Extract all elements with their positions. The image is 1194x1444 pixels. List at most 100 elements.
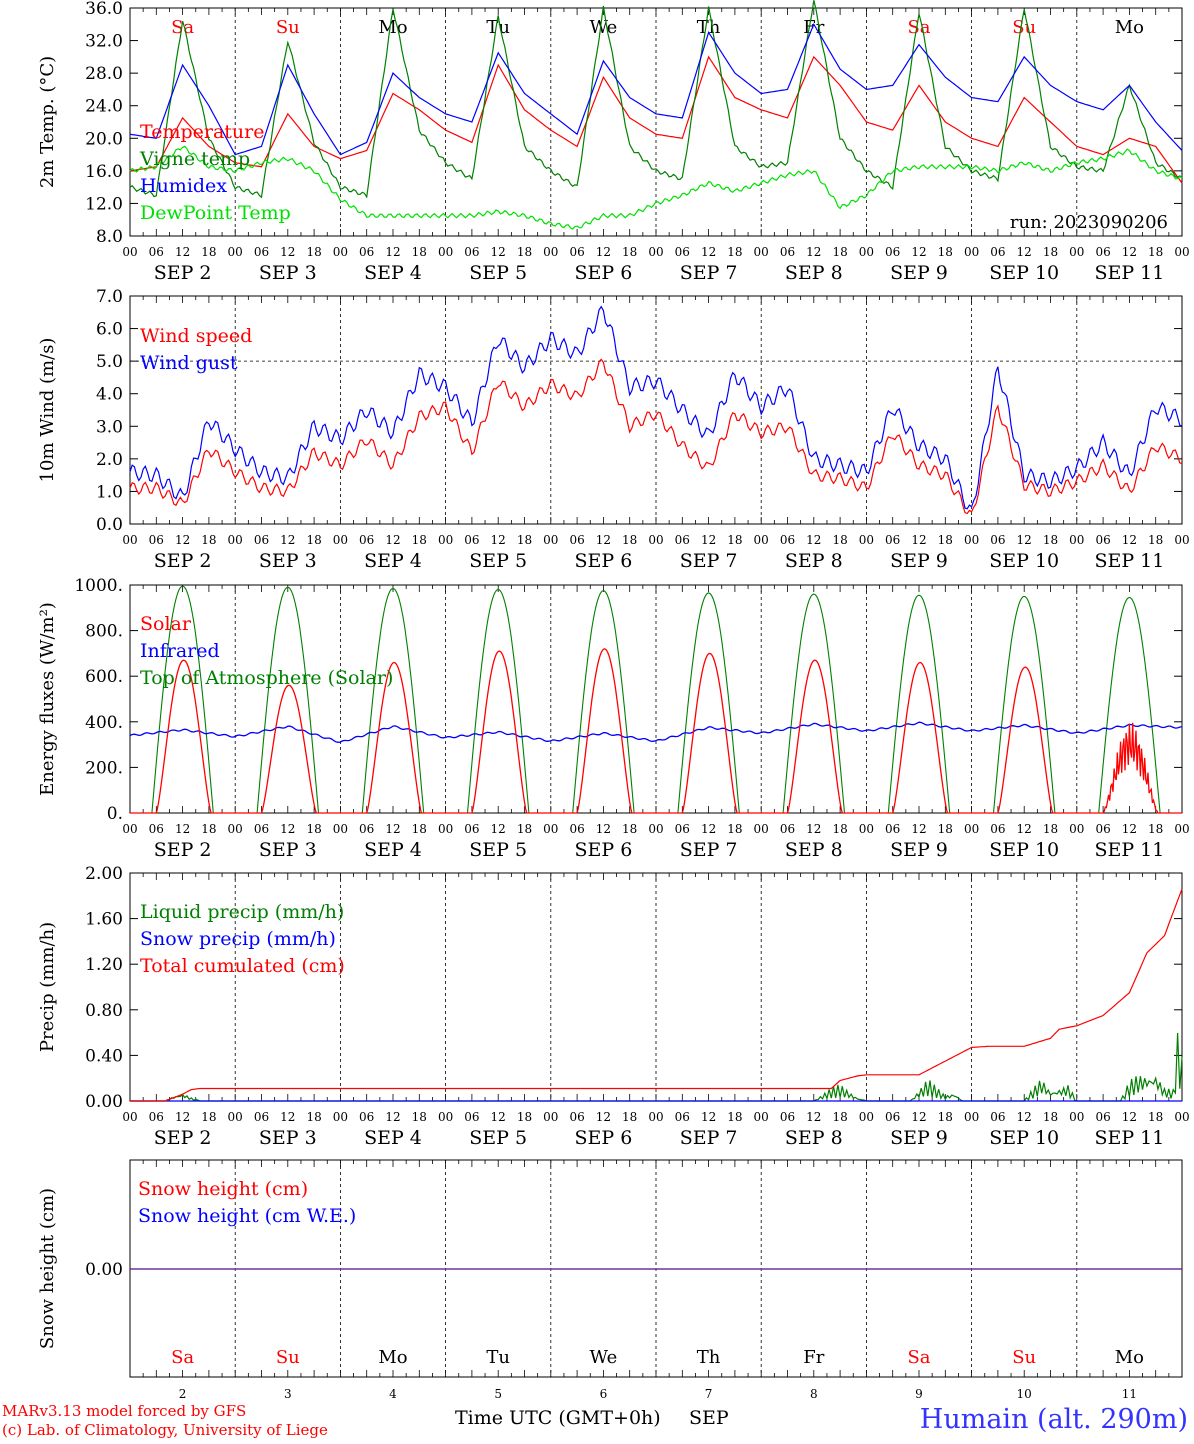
hour-tick-label: 00: [122, 822, 137, 836]
legend-entry: Top of Atmosphere (Solar): [140, 667, 393, 689]
hour-tick-label: 00: [228, 245, 243, 259]
date-label: SEP 11: [1094, 262, 1164, 284]
hour-tick-label: 00: [543, 533, 558, 547]
weekday-label: Sa: [907, 17, 930, 38]
hour-tick-label: 12: [806, 245, 821, 259]
date-label: SEP 4: [364, 1127, 422, 1149]
weekday-label: We: [590, 17, 618, 38]
series-line-2: [866, 594, 972, 814]
hour-tick-label: 12: [596, 1110, 611, 1124]
y-tick-label: 16.0: [85, 162, 123, 182]
hour-tick-label: 18: [938, 822, 953, 836]
date-label: SEP 6: [574, 1127, 632, 1149]
y-tick-label: 1.20: [85, 955, 123, 975]
series-line-2: [235, 586, 341, 814]
y-axis-label: Energy fluxes (W/m²): [37, 602, 58, 796]
hour-tick-label: 12: [806, 533, 821, 547]
hour-tick-label: 18: [517, 1110, 532, 1124]
hour-tick-label: 06: [149, 533, 164, 547]
x-axis-label: Time UTC (GMT+0h): [455, 1407, 661, 1429]
y-tick-label: 20.0: [85, 129, 123, 149]
date-label: SEP 7: [680, 839, 738, 861]
weekday-label: Mo: [1115, 1347, 1144, 1368]
y-tick-label: 0.00: [85, 1092, 123, 1112]
y-tick-label: 0.00: [85, 1260, 123, 1280]
hour-tick-label: 00: [964, 245, 979, 259]
hour-tick-label: 18: [727, 245, 742, 259]
hour-tick-label: 18: [727, 533, 742, 547]
hour-tick-label: 06: [569, 245, 584, 259]
hour-tick-label: 18: [201, 1110, 216, 1124]
hour-tick-label: 06: [675, 1110, 690, 1124]
hour-tick-label: 00: [1069, 533, 1084, 547]
station-title: Humain (alt. 290m): [920, 1404, 1188, 1435]
hour-tick-label: 18: [201, 533, 216, 547]
date-label: SEP 9: [890, 1127, 948, 1149]
hour-tick-label: 00: [754, 1110, 769, 1124]
hour-tick-label: 00: [228, 822, 243, 836]
hour-tick-label: 18: [938, 245, 953, 259]
hour-tick-label: 00: [543, 1110, 558, 1124]
hour-tick-label: 00: [122, 1110, 137, 1124]
hour-tick-label: 06: [569, 1110, 584, 1124]
hour-tick-label: 06: [1095, 822, 1110, 836]
hour-tick-label: 06: [149, 245, 164, 259]
hour-tick-label: 06: [359, 533, 374, 547]
hour-tick-label: 06: [359, 1110, 374, 1124]
hour-tick-label: 12: [1017, 533, 1032, 547]
date-label: SEP 3: [259, 839, 317, 861]
y-tick-label: 7.0: [96, 287, 123, 307]
hour-tick-label: 12: [175, 245, 190, 259]
hour-tick-label: 00: [754, 245, 769, 259]
hour-tick-label: 12: [491, 245, 506, 259]
series-line-3: [129, 145, 1183, 230]
legend-entry: DewPoint Temp: [140, 202, 291, 224]
hour-tick-label: 06: [149, 1110, 164, 1124]
day-number-label: 8: [810, 1387, 818, 1401]
hour-tick-label: 12: [911, 822, 926, 836]
weekday-label: Sa: [907, 1347, 930, 1368]
hour-tick-label: 00: [438, 533, 453, 547]
series-line-0: [866, 661, 972, 814]
hour-tick-label: 00: [333, 245, 348, 259]
hour-tick-label: 00: [1069, 822, 1084, 836]
date-label: SEP 7: [680, 550, 738, 572]
weekday-label: We: [590, 1347, 618, 1368]
legend-entry: Wind speed: [140, 325, 252, 347]
hour-tick-label: 18: [1148, 245, 1163, 259]
weekday-label: Mo: [1115, 17, 1144, 38]
date-label: SEP 9: [890, 839, 948, 861]
hour-tick-label: 06: [885, 245, 900, 259]
date-label: SEP 11: [1094, 550, 1164, 572]
weekday-label: Th: [697, 17, 721, 38]
y-axis-label: Precip (mm/h): [37, 922, 58, 1052]
legend-entry: Snow height (cm W.E.): [138, 1205, 356, 1227]
day-number-label: 2: [179, 1387, 187, 1401]
hour-tick-label: 18: [727, 1110, 742, 1124]
hour-tick-label: 18: [1148, 822, 1163, 836]
legend-entry: Liquid precip (mm/h): [140, 901, 344, 923]
legend-entry: Snow height (cm): [138, 1178, 308, 1200]
run-label: run: 2023090206: [1010, 212, 1168, 233]
weekday-label: Fr: [803, 1347, 824, 1368]
weekday-label: Su: [1012, 1347, 1036, 1368]
hour-tick-label: 00: [859, 1110, 874, 1124]
hour-tick-label: 12: [385, 1110, 400, 1124]
hour-tick-label: 12: [1017, 822, 1032, 836]
weekday-label: Mo: [378, 17, 407, 38]
y-tick-label: 3.0: [96, 417, 123, 437]
hour-tick-label: 00: [228, 1110, 243, 1124]
date-label: SEP 8: [785, 550, 843, 572]
weekday-label: Tu: [486, 17, 510, 38]
hour-tick-label: 12: [806, 822, 821, 836]
legend-entry: Vigne temp: [139, 148, 250, 170]
hour-tick-label: 06: [1095, 1110, 1110, 1124]
hour-tick-label: 06: [780, 822, 795, 836]
day-number-label: 10: [1017, 1387, 1032, 1401]
hour-tick-label: 12: [806, 1110, 821, 1124]
hour-tick-label: 18: [1043, 1110, 1058, 1124]
weekday-label: Th: [697, 1347, 721, 1368]
hour-tick-label: 00: [859, 245, 874, 259]
hour-tick-label: 00: [333, 1110, 348, 1124]
